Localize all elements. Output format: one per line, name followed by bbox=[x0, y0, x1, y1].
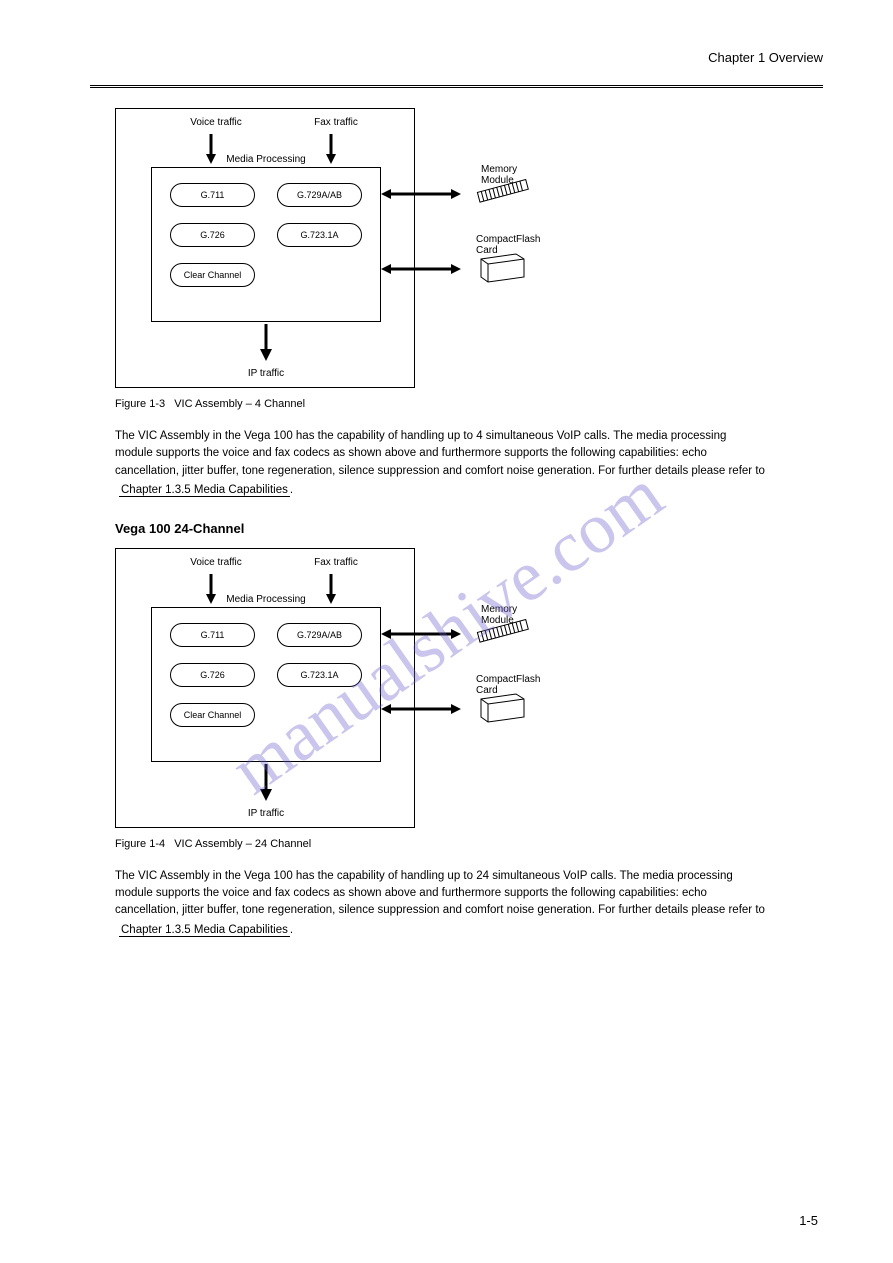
pill-g723-b: G.723.1A bbox=[277, 663, 362, 687]
para-bottom: The VIC Assembly in the Vega 100 has the… bbox=[115, 868, 765, 920]
diagram-top: Voice traffic Fax traffic Media Processi… bbox=[115, 108, 415, 388]
ref-bottom[interactable]: Chapter 1.3.5 Media Capabilities bbox=[119, 924, 290, 937]
inner-title: Media Processing bbox=[152, 154, 380, 165]
pill-g726: G.726 bbox=[170, 223, 255, 247]
output-label-b: IP traffic bbox=[216, 808, 316, 819]
caption-top-num: Figure 1-3 bbox=[115, 398, 165, 410]
output-label: IP traffic bbox=[216, 368, 316, 379]
dbl-arrow-memory-b bbox=[381, 624, 471, 644]
inner-title-b: Media Processing bbox=[152, 594, 380, 605]
ref-top[interactable]: Chapter 1.3.5 Media Capabilities bbox=[119, 484, 290, 497]
caption-top-text: VIC Assembly – 4 Channel bbox=[174, 398, 305, 410]
pill-g723: G.723.1A bbox=[277, 223, 362, 247]
bottom-arrow-b bbox=[116, 759, 416, 809]
memory-label-b: Memory Module bbox=[481, 604, 517, 626]
diagram-bottom: Voice traffic Fax traffic Media Processi… bbox=[115, 548, 415, 828]
ref-bottom-line: Chapter 1.3.5 Media Capabilities. bbox=[115, 924, 823, 937]
caption-bottom: Figure 1-4 VIC Assembly – 24 Channel bbox=[115, 838, 823, 850]
ref-top-line: Chapter 1.3.5 Media Capabilities. bbox=[115, 484, 823, 497]
pill-clearchannel-b: Clear Channel bbox=[170, 703, 255, 727]
para-top: The VIC Assembly in the Vega 100 has the… bbox=[115, 428, 765, 480]
dbl-arrow-cf bbox=[381, 259, 471, 279]
pill-g729-b: G.729A/AB bbox=[277, 623, 362, 647]
caption-bottom-num: Figure 1-4 bbox=[115, 838, 165, 850]
caption-top: Figure 1-3 VIC Assembly – 4 Channel bbox=[115, 398, 823, 410]
page-number: 1-5 bbox=[799, 1213, 818, 1228]
pill-g711-b: G.711 bbox=[170, 623, 255, 647]
inner-box-top: Media Processing G.711 G.729A/AB G.726 G… bbox=[151, 167, 381, 322]
bottom-arrow bbox=[116, 319, 416, 369]
inner-box-bottom: Media Processing G.711 G.729A/AB G.726 G… bbox=[151, 607, 381, 762]
dbl-arrow-memory bbox=[381, 184, 471, 204]
cf-label-b: CompactFlash Card bbox=[476, 674, 540, 696]
cf-label: CompactFlash Card bbox=[476, 234, 540, 256]
pill-g729: G.729A/AB bbox=[277, 183, 362, 207]
memory-label: Memory Module bbox=[481, 164, 517, 186]
pill-g711: G.711 bbox=[170, 183, 255, 207]
caption-bottom-text: VIC Assembly – 24 Channel bbox=[174, 838, 311, 850]
chapter-header: Chapter 1 Overview bbox=[90, 50, 823, 65]
pill-g726-b: G.726 bbox=[170, 663, 255, 687]
header-rule bbox=[90, 85, 823, 88]
subheading: Vega 100 24-Channel bbox=[115, 521, 823, 536]
pill-clearchannel: Clear Channel bbox=[170, 263, 255, 287]
dbl-arrow-cf-b bbox=[381, 699, 471, 719]
